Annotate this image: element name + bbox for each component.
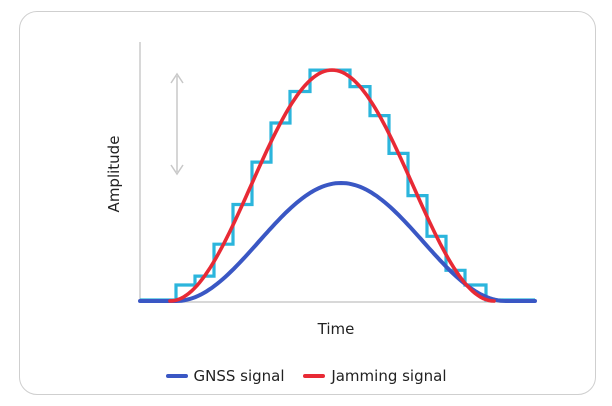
amplitude-double-arrow-icon — [170, 72, 184, 176]
legend-label-gnss: GNSS signal — [193, 367, 285, 385]
gnss-signal-curve — [138, 180, 537, 303]
diagram-card — [19, 11, 596, 395]
jamming-legend-swatch — [303, 374, 326, 378]
y-axis-label: Amplitude — [105, 135, 123, 213]
legend-item-gnss: GNSS signal — [165, 367, 285, 385]
legend: GNSS signal Jamming signal — [0, 364, 612, 385]
gnss-legend-swatch — [165, 374, 188, 378]
jamming-signal-curve — [168, 68, 496, 303]
x-axis-label: Time — [317, 320, 355, 338]
legend-label-jamming: Jamming signal — [331, 367, 447, 385]
legend-item-jamming: Jamming signal — [303, 367, 447, 385]
